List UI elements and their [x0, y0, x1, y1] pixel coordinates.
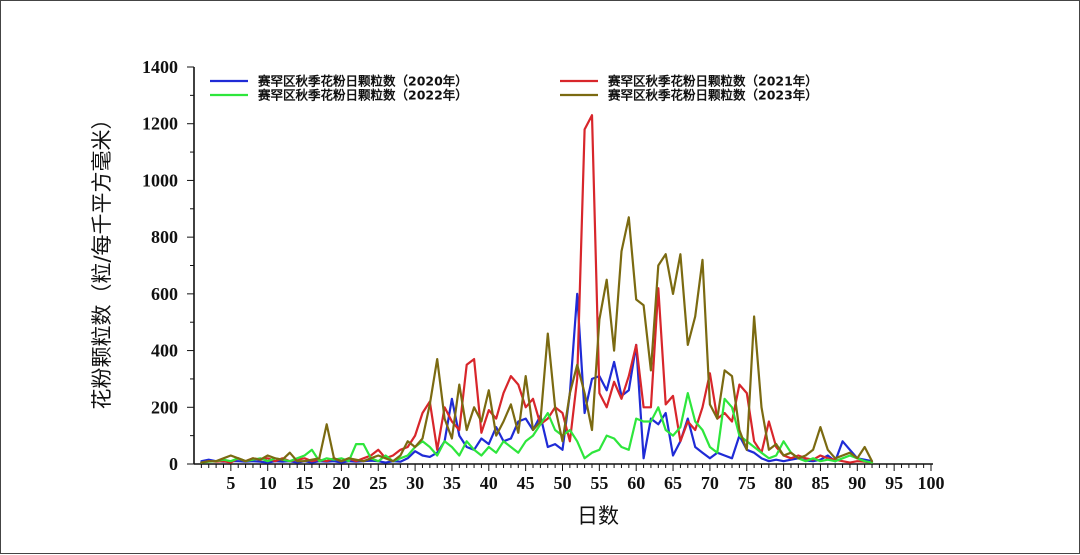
x-tick-label: 60 — [627, 473, 645, 493]
x-tick-label: 55 — [590, 473, 608, 493]
x-tick-label: 100 — [918, 473, 945, 493]
series-lines — [200, 114, 874, 464]
y-tick-label: 1400 — [142, 57, 178, 77]
x-tick-label: 85 — [811, 473, 829, 493]
x-tick-label: 50 — [554, 473, 572, 493]
x-ticks: 5 10 15 20 25 30 35 40 45 50 55 60 65 70 75 80 85 90 95 100 — [200, 464, 945, 493]
y-ticks: 0 200 400 600 800 1000 1200 1400 — [142, 57, 194, 474]
x-tick-label: 95 — [885, 473, 903, 493]
x-tick-label: 20 — [332, 473, 350, 493]
x-tick-label: 30 — [406, 473, 424, 493]
y-tick-label: 1000 — [142, 170, 178, 190]
x-tick-label: 35 — [443, 473, 461, 493]
x-tick-label: 15 — [296, 473, 314, 493]
y-axis-label: 花粉颗粒数（粒/每千平方毫米） — [90, 108, 114, 409]
series-line-1 — [200, 292, 874, 464]
y-tick-label: 600 — [151, 284, 178, 304]
series-line-3 — [200, 392, 874, 464]
y-tick-label: 400 — [151, 341, 178, 361]
axes — [193, 67, 933, 465]
x-tick-label: 45 — [517, 473, 535, 493]
x-tick-label: 5 — [226, 473, 235, 493]
x-tick-label: 90 — [848, 473, 866, 493]
x-tick-label: 80 — [775, 473, 793, 493]
legend-entry: 赛罕区秋季花粉日颗粒数（2020年） — [257, 74, 468, 89]
x-axis-label: 日数 — [577, 504, 619, 528]
legend-entry: 赛罕区秋季花粉日颗粒数（2022年） — [257, 88, 468, 103]
legend-entry: 赛罕区秋季花粉日颗粒数（2021年） — [607, 74, 818, 89]
series-line-4 — [200, 216, 874, 464]
y-tick-label: 200 — [151, 397, 178, 417]
x-tick-label: 25 — [369, 473, 387, 493]
x-tick-label: 10 — [259, 473, 277, 493]
legend-entry: 赛罕区秋季花粉日颗粒数（2023年） — [607, 88, 818, 103]
y-tick-label: 800 — [151, 227, 178, 247]
x-tick-label: 75 — [738, 473, 756, 493]
y-tick-label: 1200 — [142, 114, 178, 134]
y-tick-label: 0 — [169, 454, 178, 474]
legend: 赛罕区秋季花粉日颗粒数（2020年） 赛罕区秋季花粉日颗粒数（2021年）赛罕区秋… — [210, 74, 818, 103]
series-line-2 — [200, 114, 874, 464]
x-tick-label: 65 — [664, 473, 682, 493]
x-tick-label: 70 — [701, 473, 719, 493]
x-tick-label: 40 — [480, 473, 498, 493]
